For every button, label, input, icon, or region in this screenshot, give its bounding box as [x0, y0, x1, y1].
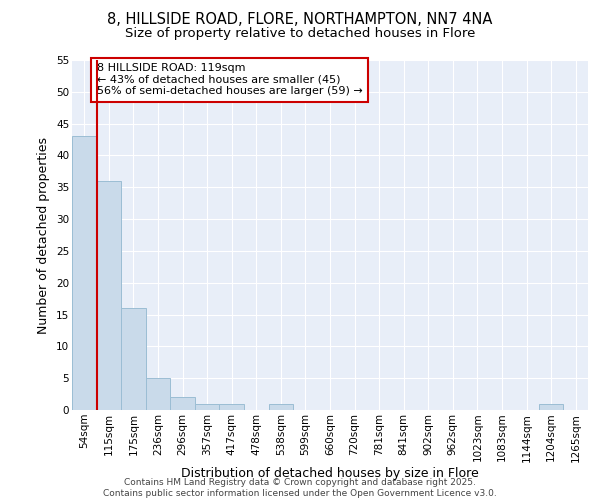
Text: Contains HM Land Registry data © Crown copyright and database right 2025.
Contai: Contains HM Land Registry data © Crown c… [103, 478, 497, 498]
Text: 8, HILLSIDE ROAD, FLORE, NORTHAMPTON, NN7 4NA: 8, HILLSIDE ROAD, FLORE, NORTHAMPTON, NN… [107, 12, 493, 28]
Bar [170, 398, 195, 410]
Text: Size of property relative to detached houses in Flore: Size of property relative to detached ho… [125, 28, 475, 40]
Bar [72, 136, 97, 410]
Bar [195, 404, 220, 410]
Bar [220, 404, 244, 410]
Bar [121, 308, 146, 410]
X-axis label: Distribution of detached houses by size in Flore: Distribution of detached houses by size … [181, 467, 479, 480]
Bar [146, 378, 170, 410]
Text: 8 HILLSIDE ROAD: 119sqm
← 43% of detached houses are smaller (45)
56% of semi-de: 8 HILLSIDE ROAD: 119sqm ← 43% of detache… [97, 63, 362, 96]
Y-axis label: Number of detached properties: Number of detached properties [37, 136, 50, 334]
Bar [97, 181, 121, 410]
Bar [269, 404, 293, 410]
Bar [539, 404, 563, 410]
